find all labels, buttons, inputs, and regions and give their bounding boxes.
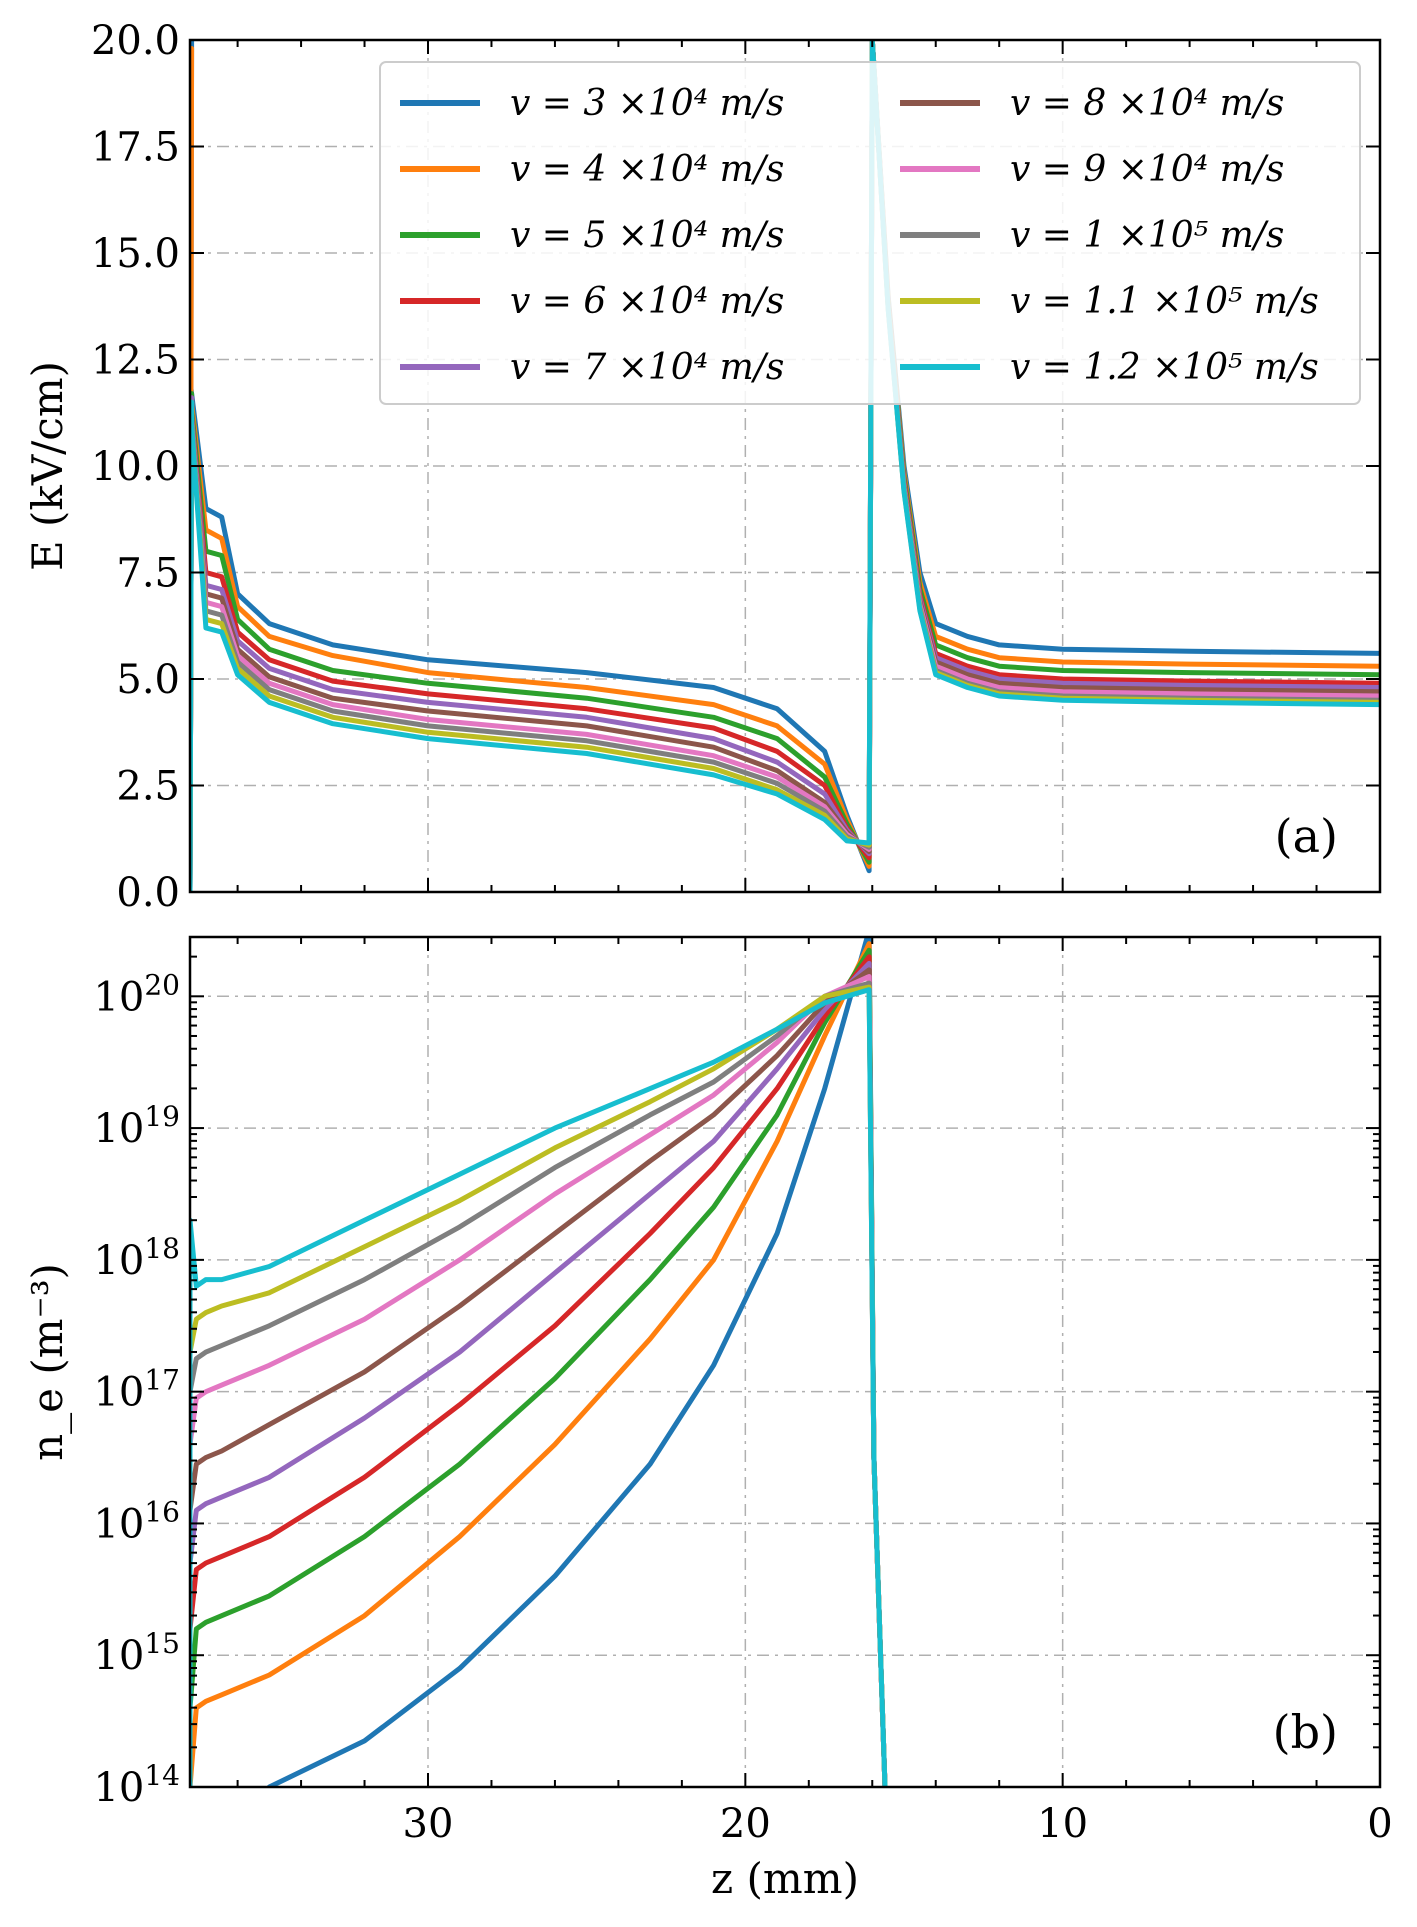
panel-b-label: (b) [1273,1705,1338,1759]
panel-b-ylabel: n_e (m⁻³) [23,1263,72,1461]
panel-b-xlabel: z (mm) [711,1854,859,1903]
panel-a-ticks: 0.0 2.5 5.0 7.5 10.0 12.5 15.0 17.5 20.0 [91,18,1381,916]
legend-label-2: v = 5 ×10⁴ m/s [510,215,784,256]
legend-label-0: v = 3 ×10⁴ m/s [510,83,784,124]
panel-a-ytick-label-2: 5.0 [116,657,180,703]
panel-b-xtick-label-0: 30 [403,1801,454,1847]
panel-a-ytick-label-4: 10.0 [91,444,180,490]
panel-a-series-line-5 [190,40,1380,892]
legend: v = 3 ×10⁴ m/s v = 4 ×10⁴ m/s v = 5 ×10⁴ m… [379,61,1361,405]
panel-a: 0.0 2.5 5.0 7.5 10.0 12.5 15.0 17.5 20.0 E (kV/c… [23,18,1382,916]
panel-a-ytick-label-8: 20.0 [91,18,180,64]
panel-b-series [190,937,888,1787]
panel-b-ytick-label-0: 1014 [93,1759,180,1811]
legend-label-9: v = 1.2 ×10⁵ m/s [1010,347,1319,388]
panel-a-frame [188,38,1382,894]
panel-b-xtick-label-3: 0 [1367,1801,1392,1847]
legend-label-3: v = 6 ×10⁴ m/s [510,281,784,322]
panel-a-ytick-label-6: 15.0 [91,231,180,277]
legend-label-8: v = 1.1 ×10⁵ m/s [1010,281,1319,322]
panel-a-series-line-0 [190,40,1380,892]
panel-a-series [190,40,1380,892]
panel-b-series-line-9 [190,987,888,1787]
panel-b-ticks: 30 20 10 0 1014 1015 1016 1017 1018 1019 1020 [93,937,1393,1847]
panel-a-ytick-label-5: 12.5 [91,338,180,384]
panel-b-ytick-label-4: 1018 [93,1232,180,1284]
legend-label-4: v = 7 ×10⁴ m/s [510,347,784,388]
panel-a-series-line-1 [190,40,1380,892]
panel-a-label: (a) [1275,809,1338,863]
legend-label-7: v = 1 ×10⁵ m/s [1010,215,1284,256]
panel-a-ytick-label-3: 7.5 [116,551,180,597]
panel-a-series-line-6 [190,40,1380,892]
panel-b-grid [190,937,1380,1787]
panel-b-ytick-label-6: 1020 [93,968,180,1020]
legend-label-6: v = 9 ×10⁴ m/s [1010,149,1284,190]
panel-b-ytick-label-1: 1015 [93,1627,180,1679]
legend-box [379,61,1361,405]
panel-b-series-line-3 [190,954,888,1787]
panel-b-xtick-label-1: 20 [720,1801,771,1847]
panel-a-ylabel: E (kV/cm) [23,361,72,571]
panel-a-series-line-3 [190,40,1380,892]
panel-b-frame [188,935,1382,1789]
panel-a-series-line-9 [190,40,1380,892]
panel-a-series-line-2 [190,40,1380,892]
panel-b-xtick-label-2: 10 [1037,1801,1088,1847]
panel-b-series-line-8 [190,984,888,1787]
panel-b-ytick-label-3: 1017 [93,1364,180,1416]
panel-a-ytick-label-7: 17.5 [91,125,180,171]
legend-label-5: v = 8 ×10⁴ m/s [1010,83,1284,124]
panel-b-series-line-2 [190,947,888,1787]
panel-a-ytick-label-1: 2.5 [116,764,180,810]
panel-b-ytick-label-5: 1019 [93,1100,180,1152]
legend-label-1: v = 4 ×10⁴ m/s [510,149,784,190]
panel-b-series-line-7 [190,980,888,1787]
panel-a-series-line-4 [190,40,1380,892]
panel-b: 30 20 10 0 1014 1015 1016 1017 1018 1019 1020 n_e … [23,935,1393,1903]
panel-b-ytick-label-2: 1016 [93,1495,180,1547]
panel-a-ytick-label-0: 0.0 [116,870,180,916]
